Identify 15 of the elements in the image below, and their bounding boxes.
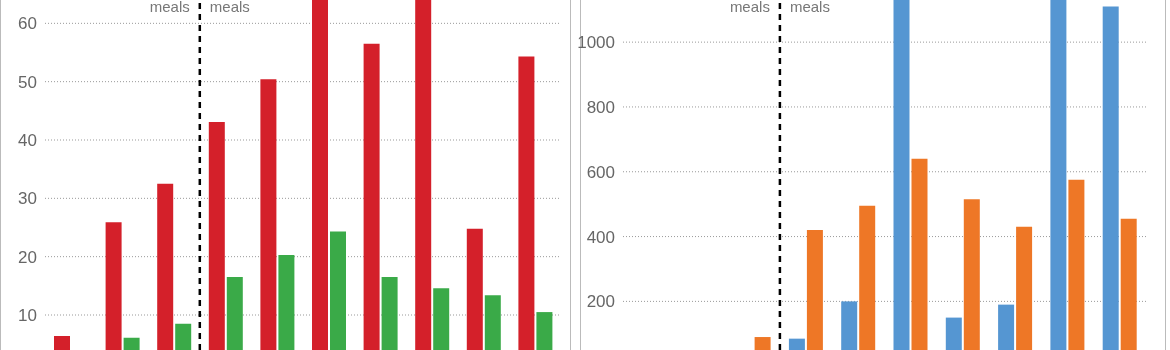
y-tick-label: 400: [586, 227, 615, 247]
annotation: meals: [789, 0, 830, 15]
y-tick-label: 40: [18, 131, 37, 151]
y-tick-label: 800: [586, 97, 615, 117]
annotation: meals: [209, 0, 250, 15]
annotation: meals: [149, 0, 190, 15]
y-tick-label: 50: [18, 72, 37, 92]
y-tick-label: 20: [18, 247, 37, 267]
y-tick-label: 60: [18, 14, 37, 34]
y-tick-label: 200: [586, 292, 615, 312]
annotation: meals: [729, 0, 770, 15]
y-tick-label: 1000: [577, 33, 615, 53]
y-tick-label: 30: [18, 189, 37, 209]
y-tick-label: 10: [18, 306, 37, 326]
y-tick-label: 600: [586, 162, 615, 182]
